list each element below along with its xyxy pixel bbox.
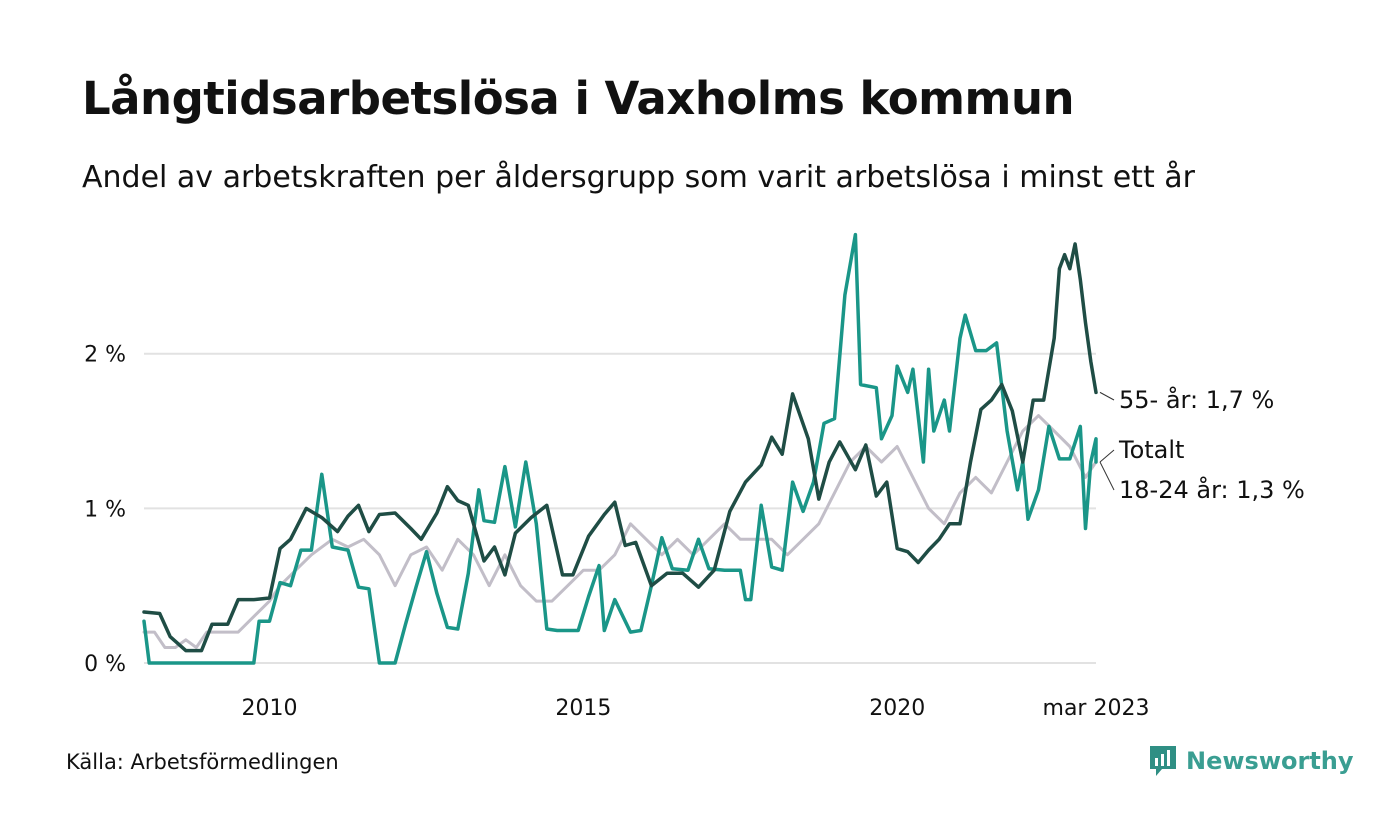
series-end-label: 18-24 år: 1,3 %: [1119, 475, 1305, 504]
x-axis-ticks: 2010 2015 2020 mar 2023: [242, 696, 1150, 721]
end-label-leader: [1099, 391, 1115, 401]
x-tick-label: 2015: [555, 696, 611, 721]
series-line-55-r: [142, 242, 1098, 653]
series-line-18-24-r: [142, 232, 1098, 665]
newsworthy-logo-icon: [1150, 746, 1176, 776]
series-end-label: 55- år: 1,7 %: [1119, 385, 1274, 414]
x-tick-label: 2020: [869, 696, 925, 721]
y-tick-label: 2 %: [84, 343, 126, 368]
series-end-labels: Totalt 18-24 år: 1,3 % 55- år: 1,7 %: [1099, 385, 1305, 504]
source-note: Källa: Arbetsförmedlingen: [66, 750, 339, 774]
grid-lines: [144, 352, 1096, 664]
chart-subtitle: Andel av arbetskraften per åldersgrupp s…: [82, 160, 1195, 195]
x-tick-label: mar 2023: [1043, 696, 1150, 721]
x-tick-label: 2010: [242, 696, 298, 721]
series-line-totalt: [142, 414, 1098, 649]
end-label-leader: [1099, 449, 1115, 463]
brand-logo[interactable]: Newsworthy: [1148, 744, 1354, 778]
y-tick-label: 0 %: [84, 652, 126, 677]
brand-name: Newsworthy: [1186, 747, 1354, 775]
y-tick-label: 1 %: [84, 497, 126, 522]
chart-title: Långtidsarbetslösa i Vaxholms kommun: [82, 72, 1075, 125]
series-end-label: Totalt: [1118, 436, 1184, 464]
y-axis-ticks: 0 % 1 % 2 %: [84, 343, 126, 677]
end-label-leader: [1099, 461, 1115, 491]
series-lines: [142, 232, 1098, 665]
